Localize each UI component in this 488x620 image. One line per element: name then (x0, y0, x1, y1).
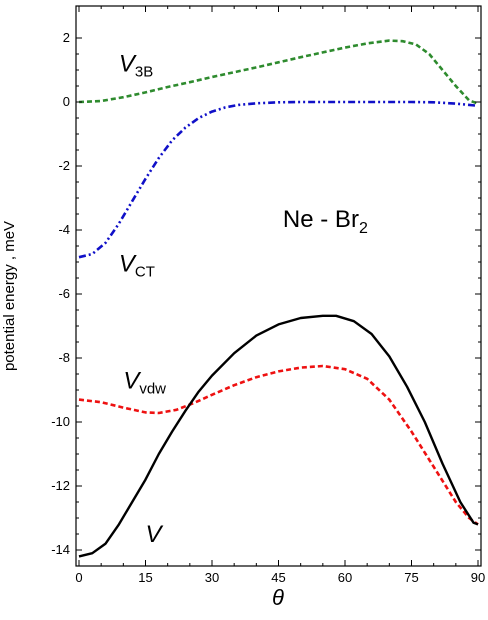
series-label-vdw: Vvdw (123, 367, 166, 397)
series-label-total: V (146, 521, 164, 548)
y-tick-label: 0 (63, 94, 70, 109)
series-lines: V3B VCT Vvdw V (78, 39, 479, 558)
y-tick-label: -2 (58, 158, 70, 173)
y-tick-label: -4 (58, 222, 70, 237)
series-line-ct (78, 100, 479, 259)
y-tick-label: -6 (58, 286, 70, 301)
series-line-3b (78, 39, 479, 105)
x-tick-label: 0 (75, 570, 82, 585)
x-tick-label: 45 (271, 570, 285, 585)
tick-marks: 0 15 30 45 60 75 90 2 0 -2 -4 -6 -8 -10 -12 -14 (51, 6, 485, 585)
y-tick-label: -10 (51, 414, 70, 429)
chart-labels: potential energy , meV θ Ne - Br2 (1, 206, 368, 610)
series-label-subscript: vdw (139, 380, 166, 397)
x-tick-label: 15 (138, 570, 152, 585)
series-line-total (78, 314, 479, 558)
series-line-vdw (78, 364, 479, 526)
plot-frame (75, 5, 482, 567)
chart-title: Ne - Br2 (283, 206, 368, 237)
series-label-subscript: CT (135, 264, 155, 281)
y-tick-label: 2 (63, 30, 70, 45)
plot-area (75, 5, 482, 567)
series-label-3b: V3B (119, 51, 153, 81)
chart-title-subscript: 2 (359, 220, 368, 237)
series-label-ct: VCT (119, 251, 155, 281)
x-tick-label: 30 (205, 570, 219, 585)
x-axis-label: θ (272, 585, 284, 610)
y-tick-label: -8 (58, 350, 70, 365)
y-tick-label: -14 (51, 542, 70, 557)
y-axis-label: potential energy , meV (1, 221, 18, 371)
x-tick-label: 90 (471, 570, 485, 585)
series-label-subscript: 3B (135, 64, 153, 81)
x-tick-label: 60 (338, 570, 352, 585)
y-tick-label: -12 (51, 478, 70, 493)
x-tick-label: 75 (404, 570, 418, 585)
